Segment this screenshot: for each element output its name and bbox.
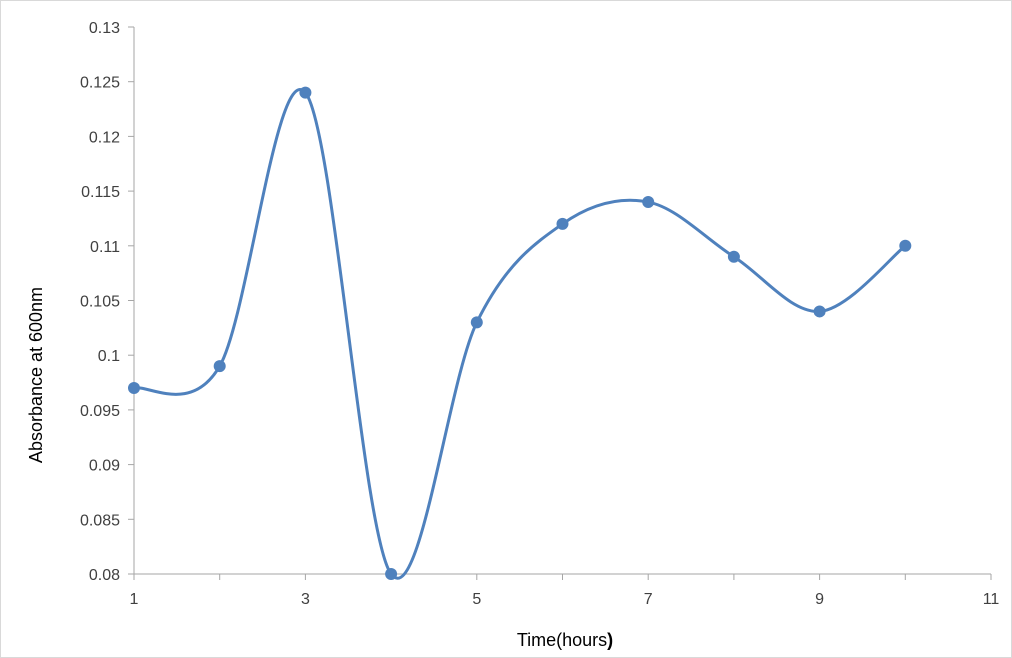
data-point bbox=[556, 217, 569, 230]
x-tick-label: 5 bbox=[472, 591, 481, 608]
data-point bbox=[813, 305, 826, 318]
x-axis-title-main: Time(hours bbox=[517, 630, 607, 650]
y-tick-label: 0.11 bbox=[90, 239, 120, 256]
x-tick-label: 11 bbox=[983, 591, 1000, 608]
y-tick-label: 0.13 bbox=[89, 20, 120, 37]
data-point bbox=[899, 239, 912, 252]
data-point bbox=[213, 360, 226, 373]
x-axis-title-suffix: ) bbox=[607, 630, 613, 650]
x-tick-label: 3 bbox=[301, 591, 310, 608]
y-tick-label: 0.1 bbox=[98, 348, 120, 365]
x-tick-label: 1 bbox=[130, 591, 139, 608]
y-tick-label: 0.09 bbox=[89, 458, 120, 475]
data-point bbox=[128, 382, 140, 395]
y-tick-label: 0.125 bbox=[80, 75, 120, 92]
y-tick-label: 0.105 bbox=[80, 294, 120, 311]
y-tick-label: 0.085 bbox=[80, 512, 120, 529]
x-tick-labels: 1 3 5 7 9 11 bbox=[130, 591, 1000, 608]
series-group bbox=[128, 86, 912, 580]
axes bbox=[128, 26, 992, 580]
data-point bbox=[299, 86, 312, 99]
x-tick-label: 9 bbox=[815, 591, 824, 608]
y-tick-label: 0.095 bbox=[80, 403, 120, 420]
data-point bbox=[727, 250, 740, 263]
y-axis-title: Absorbance at 600nm bbox=[26, 287, 46, 463]
series-line bbox=[132, 88, 907, 580]
data-point bbox=[385, 568, 398, 580]
y-tick-label: 0.115 bbox=[81, 184, 120, 201]
data-point bbox=[470, 316, 483, 329]
data-point bbox=[642, 196, 655, 209]
y-tick-label: 0.12 bbox=[89, 129, 120, 146]
y-tick-label: 0.08 bbox=[89, 567, 120, 584]
x-tick-label: 7 bbox=[644, 591, 653, 608]
y-tick-labels: 0.08 0.085 0.09 0.095 0.1 0.105 0.11 0.115 0.12 0… bbox=[80, 20, 120, 584]
x-axis-title: Time(hours) bbox=[517, 630, 613, 650]
